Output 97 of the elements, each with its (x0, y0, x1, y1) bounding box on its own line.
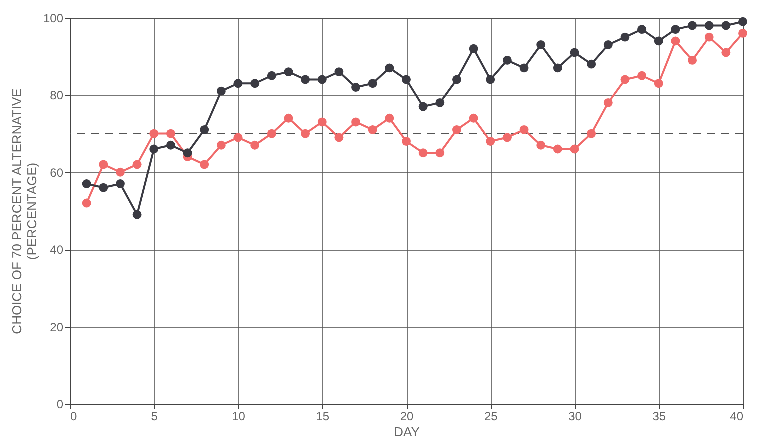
point (620, 75, 630, 84)
point (486, 75, 496, 84)
point (688, 21, 697, 30)
x-tick-label: 40 (730, 410, 744, 424)
point (132, 210, 142, 220)
point (267, 71, 276, 80)
point (301, 129, 310, 138)
x-tick-label: 5 (151, 410, 158, 424)
point (654, 79, 664, 88)
point (570, 144, 580, 154)
x-tick-label: 20 (400, 410, 414, 424)
point (587, 60, 596, 69)
text: CHOICE OF 70 PERCENT ALTERNATIVE (9, 88, 24, 334)
point (166, 140, 176, 150)
point (150, 129, 159, 138)
point (469, 114, 478, 123)
point (418, 102, 428, 112)
x-tick-label: 10 (232, 410, 246, 424)
point (334, 133, 344, 142)
point (132, 160, 142, 170)
y-tick-label: 20 (50, 320, 64, 334)
point (385, 114, 394, 123)
y-tick-label: 100 (43, 12, 64, 26)
point (234, 79, 243, 88)
point (402, 75, 411, 84)
point (738, 17, 748, 26)
x-tick-label: 30 (568, 410, 582, 424)
point (150, 144, 159, 154)
point (352, 118, 360, 127)
point (418, 148, 428, 158)
point (436, 148, 445, 158)
point (200, 125, 210, 134)
point (486, 137, 496, 146)
point (284, 114, 294, 123)
point (82, 198, 92, 208)
point (452, 125, 462, 134)
y-tick-label: 60 (50, 166, 64, 180)
point (402, 137, 411, 146)
point (704, 32, 714, 42)
point (82, 180, 92, 188)
x-axis-title: DAY (394, 424, 420, 440)
point (368, 79, 378, 88)
point (536, 140, 546, 150)
point (620, 32, 630, 42)
point (99, 183, 108, 192)
point (671, 25, 680, 34)
point (284, 68, 294, 77)
x-tick-label: 15 (316, 410, 330, 424)
point (352, 83, 360, 92)
point (738, 28, 748, 38)
x-tick-label: 35 (652, 410, 666, 424)
point (166, 129, 176, 138)
y-tick-label: 80 (50, 88, 64, 103)
point (99, 160, 108, 170)
point (183, 148, 192, 158)
point (234, 133, 243, 142)
point (436, 98, 445, 108)
y-tick-label: 40 (50, 243, 64, 258)
point (722, 48, 731, 58)
point (502, 56, 512, 65)
point (318, 75, 327, 84)
point (520, 64, 529, 73)
point (553, 144, 562, 154)
point (688, 56, 697, 65)
point (536, 40, 546, 50)
point (671, 36, 680, 46)
point (116, 168, 125, 177)
point (469, 44, 478, 54)
point (216, 140, 226, 150)
point (267, 129, 276, 138)
point (604, 98, 613, 108)
point (704, 21, 714, 30)
point (553, 64, 562, 73)
point (216, 86, 226, 96)
x-tick-label: 0 (70, 410, 78, 424)
point (250, 140, 260, 150)
point (502, 133, 512, 142)
point (250, 79, 260, 88)
point (638, 71, 647, 80)
point (520, 125, 529, 134)
point (587, 129, 596, 138)
point (570, 48, 580, 58)
point (368, 125, 378, 134)
point (200, 160, 210, 170)
point (116, 180, 125, 188)
point (452, 75, 462, 84)
text: (PERCENTAGE) (24, 162, 40, 260)
point (334, 68, 344, 77)
point (318, 118, 327, 127)
x-tick-label: 25 (484, 410, 498, 424)
point (385, 64, 394, 73)
point (654, 36, 664, 46)
point (301, 75, 310, 84)
point (722, 21, 731, 30)
y-tick-label: 0 (56, 398, 64, 412)
point (638, 25, 647, 34)
point (604, 40, 613, 50)
